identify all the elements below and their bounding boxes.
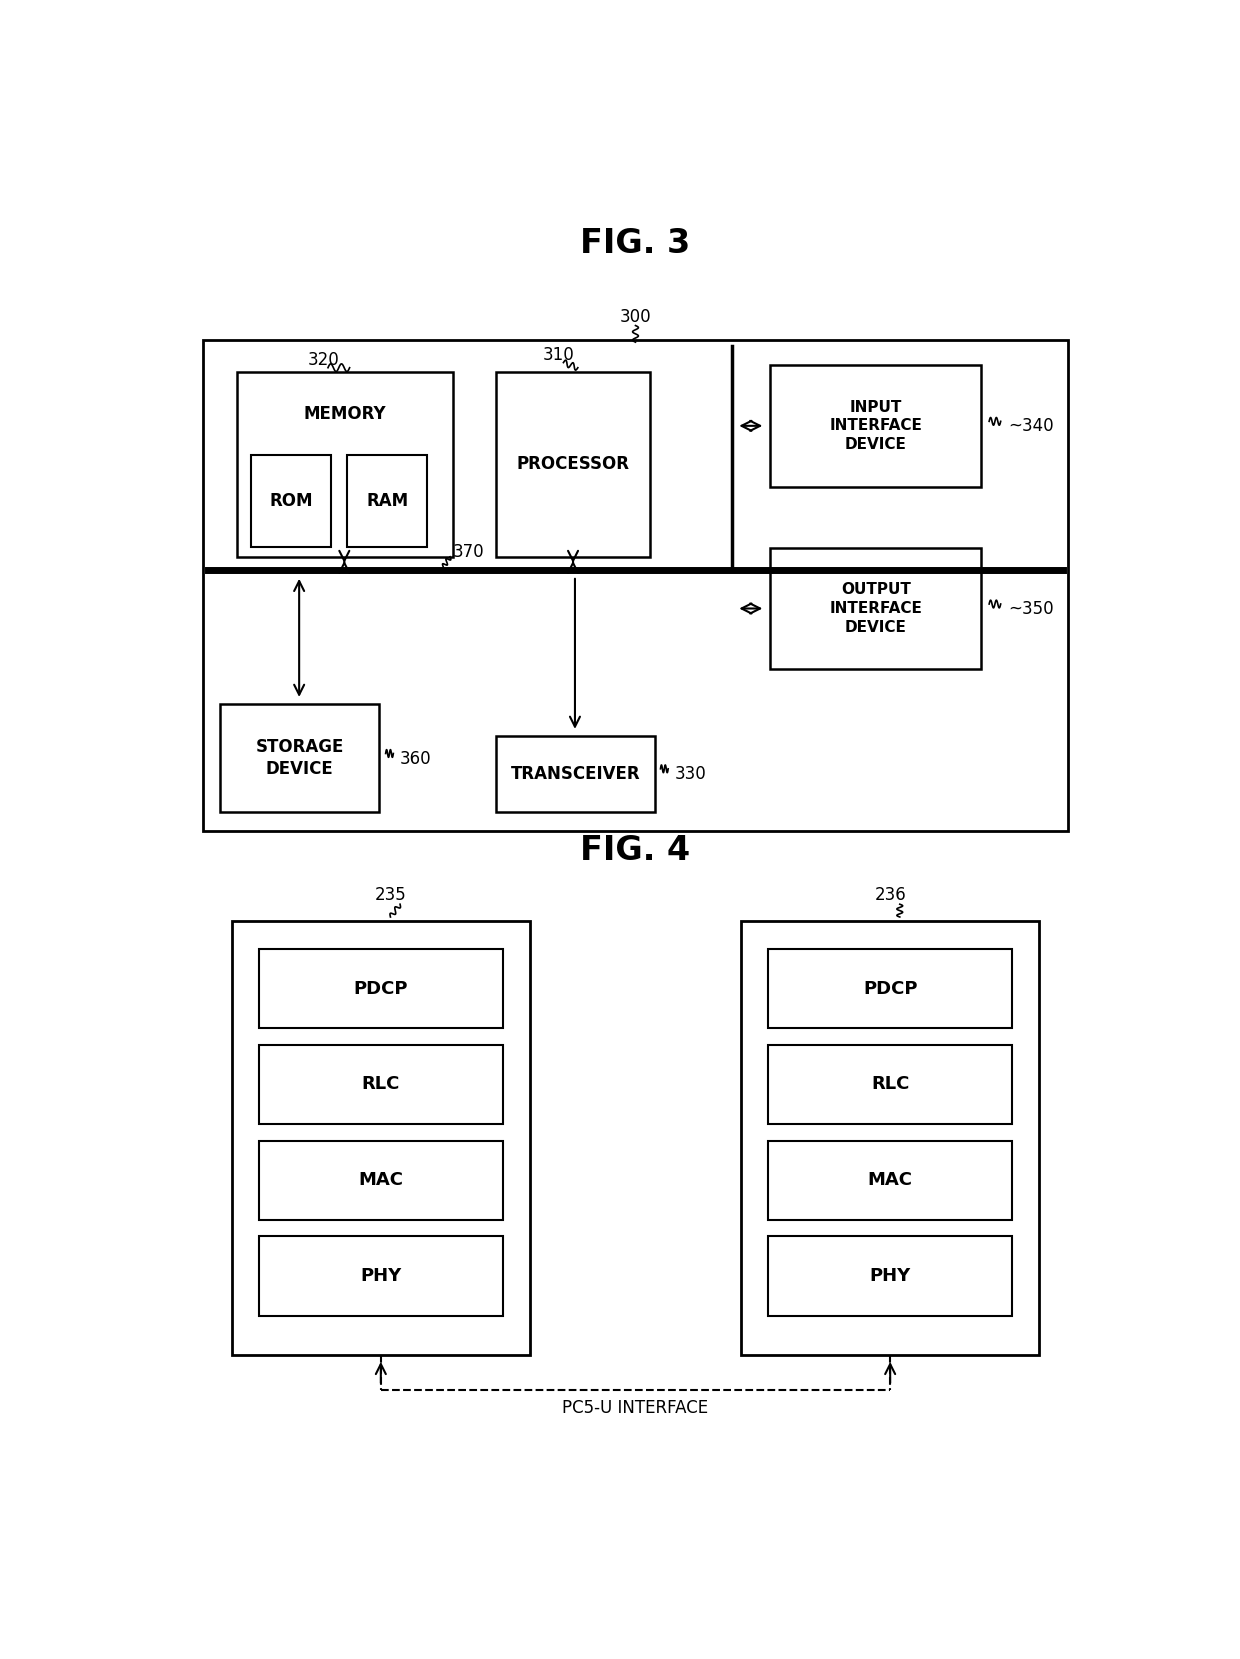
Bar xyxy=(259,949,503,1029)
Bar xyxy=(347,455,427,546)
Bar xyxy=(259,1045,503,1123)
Bar xyxy=(221,703,379,813)
Text: ROM: ROM xyxy=(269,491,312,509)
Text: RLC: RLC xyxy=(362,1075,401,1093)
Bar xyxy=(496,735,655,813)
Text: PC5-U INTERFACE: PC5-U INTERFACE xyxy=(563,1399,708,1417)
Text: 235: 235 xyxy=(374,886,407,904)
Text: MEMORY: MEMORY xyxy=(304,405,386,423)
Bar xyxy=(250,455,331,546)
Text: PHY: PHY xyxy=(869,1267,911,1286)
Bar xyxy=(203,340,1068,831)
Text: ~340: ~340 xyxy=(1008,418,1054,435)
Bar xyxy=(232,921,529,1355)
Bar xyxy=(768,1236,1012,1316)
Text: MAC: MAC xyxy=(358,1171,403,1190)
Bar xyxy=(237,372,453,557)
Text: ~350: ~350 xyxy=(1008,601,1054,619)
Text: PROCESSOR: PROCESSOR xyxy=(517,455,630,473)
Text: OUTPUT
INTERFACE
DEVICE: OUTPUT INTERFACE DEVICE xyxy=(830,582,923,635)
Text: FIG. 4: FIG. 4 xyxy=(580,834,691,868)
Text: PHY: PHY xyxy=(360,1267,402,1286)
Bar xyxy=(770,365,982,486)
Text: INPUT
INTERFACE
DEVICE: INPUT INTERFACE DEVICE xyxy=(830,400,923,451)
Text: PDCP: PDCP xyxy=(353,979,408,997)
Text: RAM: RAM xyxy=(366,491,408,509)
Bar xyxy=(496,372,650,557)
Text: 310: 310 xyxy=(543,347,574,363)
Text: STORAGE
DEVICE: STORAGE DEVICE xyxy=(255,738,343,778)
Bar xyxy=(768,1140,1012,1219)
Text: 330: 330 xyxy=(675,765,707,783)
Text: 370: 370 xyxy=(453,542,485,561)
Text: 236: 236 xyxy=(874,886,906,904)
Bar xyxy=(742,921,1039,1355)
Text: MAC: MAC xyxy=(868,1171,913,1190)
Bar xyxy=(259,1140,503,1219)
Text: 320: 320 xyxy=(308,352,339,368)
Bar xyxy=(259,1236,503,1316)
Bar xyxy=(768,1045,1012,1123)
Text: TRANSCEIVER: TRANSCEIVER xyxy=(511,765,640,783)
Bar xyxy=(770,547,982,669)
Text: RLC: RLC xyxy=(870,1075,909,1093)
Text: FIG. 3: FIG. 3 xyxy=(580,227,691,260)
Text: 300: 300 xyxy=(620,307,651,325)
Text: 360: 360 xyxy=(401,750,432,768)
Text: PDCP: PDCP xyxy=(863,979,918,997)
Bar xyxy=(768,949,1012,1029)
